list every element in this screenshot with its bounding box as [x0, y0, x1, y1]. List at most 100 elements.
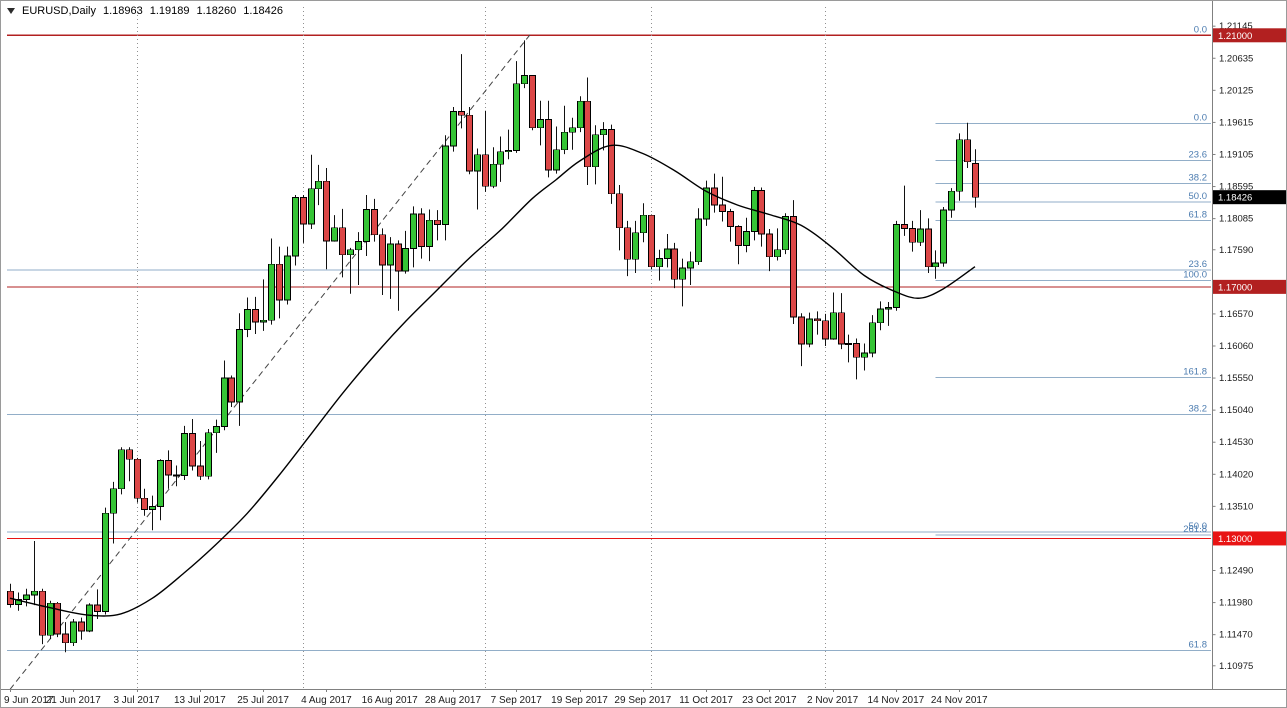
fib-level-label: 161.8 — [1183, 367, 1207, 378]
candle — [300, 197, 307, 225]
time-axis-label: 2 Nov 2017 — [807, 695, 859, 706]
time-axis-label: 23 Oct 2017 — [742, 695, 797, 706]
candle — [648, 214, 655, 268]
candle — [893, 224, 900, 309]
candle — [632, 232, 639, 260]
price-axis-label: 1.11470 — [1219, 630, 1253, 641]
svg-text:1.21000: 1.21000 — [1218, 31, 1252, 42]
candle — [228, 377, 235, 403]
candle — [925, 228, 932, 268]
candle — [31, 590, 38, 596]
fib-level-label: 61.8 — [1189, 639, 1208, 650]
candle — [640, 214, 647, 234]
candle — [450, 111, 457, 147]
candle — [679, 267, 686, 280]
price-axis-label: 1.10975 — [1219, 661, 1253, 672]
time-axis-label: 7 Sep 2017 — [491, 695, 543, 706]
candle — [47, 602, 54, 636]
candle — [15, 599, 22, 605]
candle — [355, 241, 362, 251]
fib-level-label: 61.8 — [1189, 210, 1208, 221]
fibo-major[interactable]: 0.0 23.6 38.2 50.0 61.8 — [7, 24, 1211, 651]
candle — [687, 261, 694, 269]
candle — [292, 197, 299, 257]
candle — [909, 227, 916, 243]
candle — [537, 119, 544, 129]
one-click-trading-toggle-icon[interactable] — [7, 8, 15, 14]
candle — [379, 234, 386, 266]
time-axis-label: 11 Oct 2017 — [679, 695, 733, 706]
open-value: 1.18963 — [102, 5, 143, 17]
candle — [268, 263, 275, 321]
candle — [482, 154, 489, 187]
candle — [434, 219, 441, 226]
price-tag: 1.18426 — [1213, 190, 1286, 205]
candle — [877, 308, 884, 324]
candle — [885, 307, 892, 310]
price-axis-label: 1.19615 — [1219, 117, 1253, 128]
candle — [213, 426, 220, 434]
candle — [165, 460, 172, 476]
low-value: 1.18260 — [196, 5, 237, 17]
candle — [521, 75, 528, 85]
time-axis-label: 19 Sep 2017 — [551, 695, 608, 706]
time-axis-label: 9 Jun 2017 — [4, 695, 54, 706]
price-axis-label: 1.15040 — [1219, 405, 1253, 416]
candle — [189, 433, 196, 467]
fib-level-label: 0.0 — [1194, 112, 1207, 123]
ohlc-info: EURUSD,Daily 1.18963 1.19189 1.18260 1.1… — [7, 5, 283, 17]
candle — [490, 163, 497, 187]
candle — [252, 309, 259, 323]
time-axis-label: 24 Nov 2017 — [931, 695, 988, 706]
candle — [569, 127, 576, 133]
time-axis-label: 29 Sep 2017 — [614, 695, 671, 706]
candle — [23, 594, 30, 600]
candle — [822, 320, 829, 340]
candle — [972, 163, 979, 198]
time-axis-label: 28 Aug 2017 — [425, 695, 482, 706]
candle — [703, 187, 710, 220]
price-axis-label: 1.14530 — [1219, 437, 1253, 448]
candle — [371, 209, 378, 236]
time-axis-label: 14 Nov 2017 — [868, 695, 925, 706]
fibo-minor[interactable]: 0.0 23.6 38.2 50.0 61.8 100.0 161.8 261.8 — [935, 112, 1211, 536]
candle — [236, 329, 243, 403]
fib-level-label: 0.0 — [1194, 24, 1207, 35]
candle — [932, 262, 939, 268]
candle — [608, 129, 615, 195]
candle — [600, 129, 607, 136]
candle — [276, 263, 283, 301]
price-axis-label: 1.20635 — [1219, 53, 1253, 64]
candle — [347, 249, 354, 256]
price-axis[interactable]: 1.21145 1.20635 1.20125 1.19615 1.19105 1.185… — [1212, 21, 1254, 672]
candle — [339, 227, 346, 256]
candle — [917, 228, 924, 243]
price-axis-label: 1.17590 — [1219, 245, 1253, 256]
candle — [126, 449, 133, 460]
candle — [577, 100, 584, 129]
candle — [766, 233, 773, 258]
candle — [110, 488, 117, 514]
moving-average-line[interactable] — [9, 144, 976, 617]
symbol-timeframe-label: EURUSD,Daily — [22, 5, 96, 17]
candle — [956, 139, 963, 192]
svg-text:1.18426: 1.18426 — [1218, 193, 1252, 204]
candle — [695, 218, 702, 263]
candle — [418, 213, 425, 248]
time-axis-label: 25 Jul 2017 — [237, 695, 289, 706]
time-axis-label: 13 Jul 2017 — [174, 695, 226, 706]
candle — [782, 216, 789, 251]
candle — [719, 204, 726, 212]
fib-level-label: 100.0 — [1183, 270, 1207, 281]
price-axis-label: 1.16570 — [1219, 309, 1253, 320]
candle — [671, 248, 678, 280]
candle — [845, 343, 852, 345]
candle — [964, 139, 971, 163]
horizontal-price-lines[interactable] — [7, 34, 1211, 540]
candle — [118, 449, 125, 490]
candle — [656, 258, 663, 268]
time-axis-label: 3 Jul 2017 — [113, 695, 160, 706]
candle — [39, 590, 46, 636]
